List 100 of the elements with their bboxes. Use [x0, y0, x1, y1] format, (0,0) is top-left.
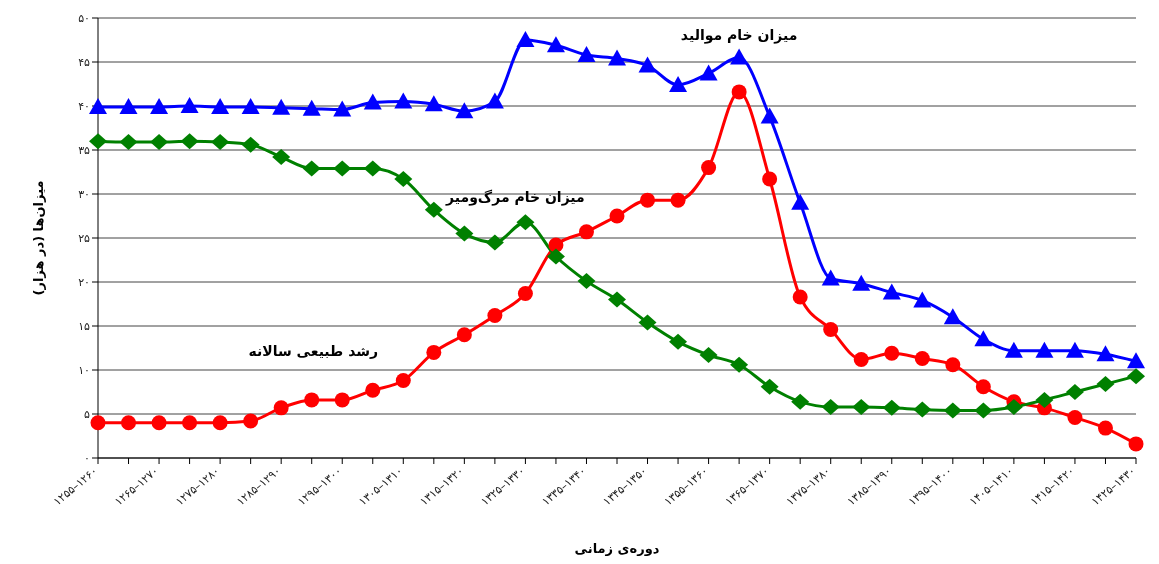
point: [334, 392, 350, 408]
point: [395, 373, 411, 389]
point: [762, 171, 778, 187]
point: [424, 201, 443, 218]
x-tick-label: ۱۳۷۵–۱۳۸۰: [783, 464, 833, 509]
point: [455, 225, 474, 242]
point: [882, 399, 901, 416]
point: [516, 214, 535, 231]
point: [1128, 436, 1144, 452]
point: [853, 351, 869, 367]
point: [730, 48, 749, 65]
point: [882, 283, 901, 300]
point: [273, 400, 289, 416]
point: [517, 285, 533, 301]
point: [487, 307, 503, 323]
point: [913, 401, 932, 418]
point: [945, 357, 961, 373]
point: [1067, 410, 1083, 426]
point: [121, 415, 137, 431]
point: [852, 274, 871, 291]
point: [609, 208, 625, 224]
y-tick-label: ۴۰: [78, 99, 90, 113]
x-tick-label: ۱۲۷۵–۱۲۸۰: [173, 464, 223, 509]
point: [333, 100, 352, 117]
point: [272, 98, 291, 115]
point: [1127, 352, 1145, 369]
point: [333, 160, 352, 177]
point: [456, 327, 472, 343]
y-tick-label: ۰: [84, 451, 90, 465]
point: [608, 291, 626, 308]
point: [699, 64, 718, 81]
y-tick-label: ۵: [84, 407, 91, 421]
point: [1065, 341, 1084, 358]
point: [943, 402, 962, 419]
point: [212, 415, 228, 431]
point: [363, 160, 382, 177]
point: [119, 134, 138, 151]
x-tick-label: ۱۳۲۵–۱۳۳۰: [478, 464, 528, 509]
point: [852, 398, 871, 415]
x-tick-label: ۱۳۳۵–۱۳۴۰: [539, 464, 589, 509]
x-tick-label: ۱۳۴۵–۱۳۵۰: [600, 464, 650, 509]
point: [791, 193, 810, 210]
point: [943, 308, 962, 325]
point: [1065, 384, 1084, 400]
point: [975, 379, 991, 395]
point: [577, 273, 596, 290]
point: [363, 93, 382, 110]
series-label: رشد طبیعی سالانه: [248, 342, 379, 359]
point: [731, 84, 747, 100]
point: [1004, 341, 1023, 358]
point: [516, 31, 535, 47]
point: [640, 192, 656, 208]
x-tick-label: ۱۳۱۵–۱۳۲۰: [417, 464, 467, 509]
y-tick-label: ۱۵: [78, 319, 91, 333]
point: [608, 49, 626, 66]
point: [182, 415, 198, 431]
point: [272, 149, 291, 166]
y-tick-label: ۲۵: [78, 231, 91, 245]
point: [1096, 345, 1115, 362]
x-tick-label: ۱۳۹۵–۱۴۰۰: [905, 464, 955, 509]
point: [914, 351, 930, 367]
point: [304, 392, 320, 408]
point: [701, 160, 717, 176]
point: [760, 107, 779, 124]
point: [823, 322, 839, 338]
x-tick-label: ۱۲۹۵–۱۳۰۰: [295, 464, 345, 509]
point: [455, 102, 474, 119]
point: [394, 171, 413, 188]
point: [669, 75, 688, 92]
point: [150, 134, 169, 151]
point: [578, 224, 594, 240]
point: [180, 97, 199, 113]
point: [730, 356, 749, 373]
point: [1035, 391, 1054, 408]
point: [119, 97, 138, 114]
point: [821, 269, 840, 286]
x-tick-label: ۱۴۰۵–۱۴۱۰: [967, 464, 1016, 509]
y-axis-title: میزان‌ها (در هزار): [30, 180, 46, 296]
point: [638, 314, 657, 331]
point: [150, 97, 169, 114]
y-tick-label: ۲۰: [78, 275, 90, 289]
x-tick-label: ۱۲۶۵–۱۲۷۰: [112, 464, 161, 509]
point: [546, 248, 565, 265]
y-tick-label: ۵۰: [78, 11, 90, 25]
point: [1127, 368, 1145, 385]
point: [90, 415, 106, 431]
point: [884, 345, 900, 361]
point: [302, 99, 321, 116]
point: [1096, 376, 1115, 393]
point: [577, 45, 596, 62]
point: [180, 133, 199, 150]
x-tick-label: ۱۴۱۵–۱۴۲۰: [1028, 464, 1077, 509]
point: [241, 97, 260, 114]
series-label: میزان خام مرگ‌ومیر: [445, 189, 585, 207]
point: [669, 333, 688, 350]
point: [791, 393, 810, 410]
y-tick-label: ۱۰: [78, 363, 90, 377]
point: [485, 92, 504, 109]
series-label: میزان خام موالید: [680, 26, 798, 44]
point: [760, 378, 779, 395]
